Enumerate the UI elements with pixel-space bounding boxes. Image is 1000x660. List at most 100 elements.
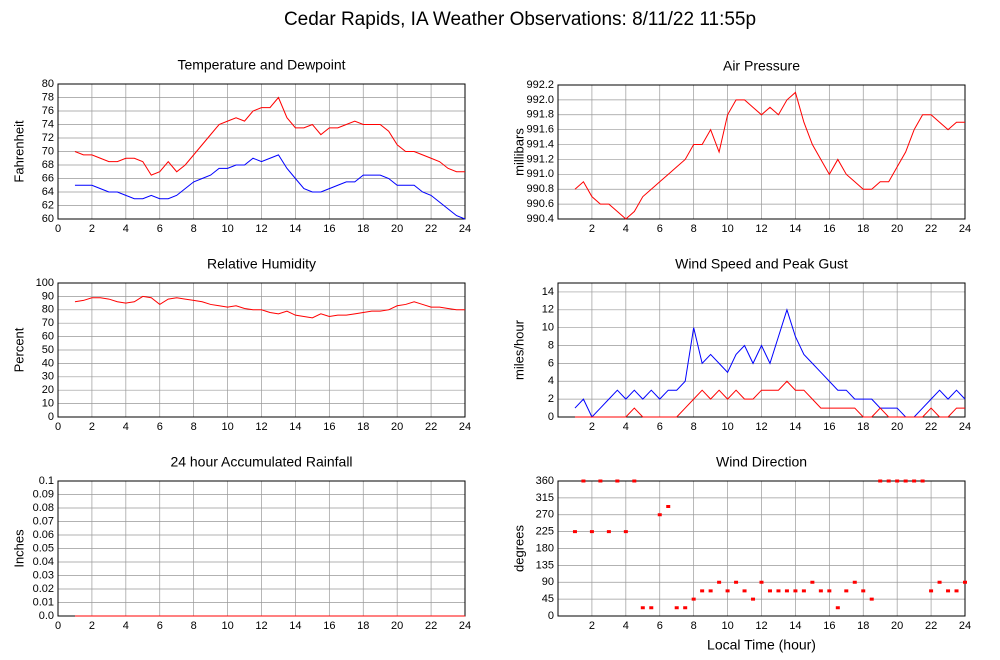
y-tick-label: 180 [536, 542, 554, 554]
x-tick-label: 22 [425, 620, 437, 632]
data-point [963, 580, 967, 584]
x-tick-label: 12 [755, 223, 767, 235]
x-tick-label: 6 [157, 421, 163, 433]
x-tick-label: 16 [323, 223, 335, 235]
x-tick-label: 2 [89, 421, 95, 433]
x-tick-label: 2 [89, 620, 95, 632]
data-point [869, 597, 874, 601]
data-point [734, 580, 739, 584]
x-tick-label: 8 [191, 421, 197, 433]
data-point [844, 589, 849, 593]
x-tick-label: 22 [425, 421, 437, 433]
data-point [793, 589, 798, 593]
y-tick-label: 12 [542, 304, 554, 316]
y-tick-label: 315 [536, 492, 554, 504]
y-tick-label: 991.4 [526, 138, 554, 150]
x-tick-label: 24 [459, 620, 471, 632]
x-tick-label: 10 [221, 421, 233, 433]
data-point [657, 513, 662, 517]
plot-frame [57, 282, 466, 418]
y-tick-label: 270 [536, 509, 554, 521]
x-tick-label: 6 [157, 223, 163, 235]
data-point [572, 530, 577, 534]
y-tick-label: 70 [42, 145, 54, 157]
data-point [929, 589, 934, 593]
data-line [74, 154, 466, 220]
x-tick-label: 2 [589, 223, 595, 235]
x-tick-label: 4 [623, 421, 629, 433]
x-tick-label: 20 [891, 223, 903, 235]
x-tick-label: 4 [123, 223, 129, 235]
x-tick-label: 18 [357, 421, 369, 433]
data-point [666, 505, 671, 508]
x-tick-label: 2 [589, 421, 595, 433]
data-point [827, 589, 832, 593]
y-tick-label: 991.8 [526, 109, 554, 121]
y-tick-label: 0.05 [33, 542, 54, 554]
y-tick-label: 6 [548, 357, 554, 369]
x-tick-label: 4 [623, 620, 629, 632]
panel-title: Air Pressure [723, 58, 800, 74]
data-point [598, 479, 603, 483]
x-tick-label: 18 [857, 421, 869, 433]
y-tick-label: 80 [42, 304, 54, 316]
y-tick-label: 991.6 [526, 124, 554, 136]
x-tick-label: 20 [391, 421, 403, 433]
x-tick-label: 12 [255, 421, 267, 433]
y-tick-label: 990.8 [526, 183, 554, 195]
x-tick-label: 4 [623, 223, 629, 235]
panel-title: Wind Speed and Peak Gust [675, 256, 848, 272]
y-tick-label: 68 [42, 159, 54, 171]
x-tick-label: 2 [589, 620, 595, 632]
data-point [801, 589, 806, 593]
data-point [649, 606, 654, 610]
panel-title: 24 hour Accumulated Rainfall [170, 454, 352, 470]
data-point [835, 606, 840, 610]
y-tick-label: 0.1 [39, 475, 54, 487]
y-tick-label: 10 [42, 398, 54, 410]
x-tick-label: 2 [89, 223, 95, 235]
data-point [767, 589, 772, 593]
x-tick-label: 14 [289, 223, 301, 235]
panel-title: Relative Humidity [207, 256, 316, 272]
data-point [589, 530, 594, 534]
data-point [776, 589, 781, 593]
x-tick-label: 24 [459, 421, 471, 433]
y-tick-label: 991.0 [526, 168, 554, 180]
data-point [852, 580, 857, 584]
y-tick-label: 225 [536, 526, 554, 538]
x-tick-label: 18 [857, 620, 869, 632]
y-tick-label: 60 [42, 331, 54, 343]
x-tick-label: 20 [391, 620, 403, 632]
y-tick-label: 76 [42, 105, 54, 117]
data-point [581, 479, 586, 483]
data-point [683, 606, 688, 610]
y-tick-label: 40 [42, 357, 54, 369]
y-tick-label: 0.03 [33, 569, 54, 581]
y-tick-label: 0.08 [33, 502, 54, 514]
y-tick-label: 0.0 [39, 610, 54, 622]
y-tick-label: 100 [36, 277, 54, 289]
data-line [574, 91, 965, 220]
data-point [632, 479, 637, 483]
data-point [810, 580, 815, 584]
data-point [818, 589, 823, 593]
panel-title: Temperature and Dewpoint [177, 57, 345, 73]
data-point [861, 589, 866, 593]
y-tick-label: 4 [548, 375, 554, 387]
x-tick-label: 14 [289, 421, 301, 433]
x-tick-label: 12 [755, 620, 767, 632]
y-tick-label: 991.2 [526, 153, 554, 165]
data-point [751, 597, 756, 601]
x-axis-label: Local Time (hour) [707, 637, 816, 653]
y-tick-label: 66 [42, 172, 54, 184]
data-point [623, 530, 628, 534]
x-tick-label: 22 [925, 620, 937, 632]
y-axis-label: miles/hour [511, 319, 526, 380]
y-tick-label: 78 [42, 91, 54, 103]
x-tick-label: 20 [891, 421, 903, 433]
y-tick-label: 80 [42, 78, 54, 90]
y-tick-label: 50 [42, 344, 54, 356]
y-tick-label: 992.0 [526, 94, 554, 106]
x-tick-label: 8 [191, 223, 197, 235]
